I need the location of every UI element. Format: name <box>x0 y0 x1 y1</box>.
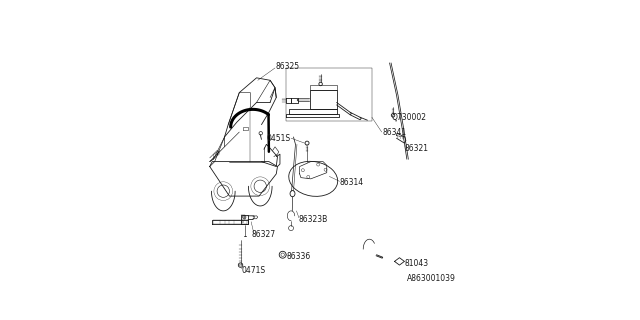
Text: 0451S: 0451S <box>266 134 291 143</box>
Text: 86314: 86314 <box>340 178 364 187</box>
Text: A863001039: A863001039 <box>407 274 456 283</box>
Text: 86336: 86336 <box>286 252 310 261</box>
Text: 0471S: 0471S <box>241 266 266 275</box>
Bar <box>310 85 337 90</box>
Ellipse shape <box>290 190 295 197</box>
Text: 86325: 86325 <box>275 62 299 71</box>
Text: 86327: 86327 <box>252 230 276 239</box>
Text: 86323B: 86323B <box>299 215 328 224</box>
Text: 86321: 86321 <box>405 144 429 153</box>
Text: Q730002: Q730002 <box>392 113 427 122</box>
Bar <box>285 68 372 121</box>
Text: 81043: 81043 <box>404 259 429 268</box>
Bar <box>310 90 337 108</box>
Text: 86341: 86341 <box>382 128 406 137</box>
